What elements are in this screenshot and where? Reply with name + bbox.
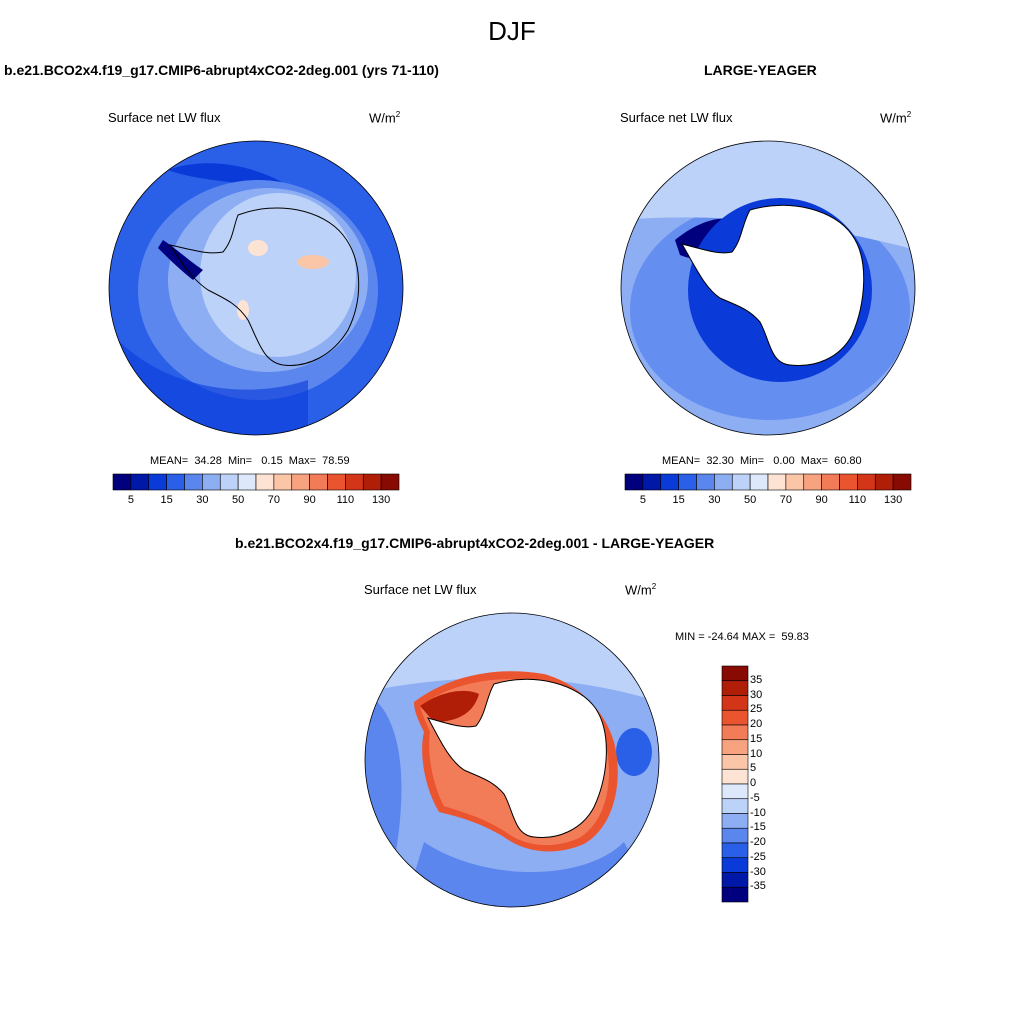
panel-2-variable: Surface net LW flux (620, 110, 733, 125)
colorbar-tick-label: 15 (672, 494, 685, 506)
colorbar-swatch (273, 473, 293, 491)
field-warm-1 (248, 240, 268, 256)
figure-title: DJF (488, 16, 536, 46)
colorbar-swatch (731, 473, 751, 491)
colorbar-tick-label: 70 (267, 494, 280, 506)
panel-3-stats: MIN = -24.64 MAX = 59.83 (675, 631, 809, 643)
colorbar-swatch (660, 473, 679, 491)
colorbar-swatch (678, 473, 697, 491)
panel-2-stats: MEAN= 32.30 Min= 0.00 Max= 60.80 (662, 455, 862, 467)
colorbar-swatch (892, 473, 912, 491)
colorbar-tick-label: 35 (750, 673, 763, 686)
field-blue-spot (616, 728, 652, 776)
coastline (168, 207, 360, 366)
colorbar-tick-label: 15 (160, 494, 173, 506)
colorbar-tick-label: 30 (750, 688, 763, 701)
colorbar-tick-label: 90 (815, 494, 828, 506)
colorbar-tick-label: 130 (883, 494, 903, 506)
colorbar-swatch (624, 473, 644, 491)
colorbar-swatch (255, 473, 275, 491)
panel-3-colorbar (721, 665, 749, 903)
panel-2-colorbar (624, 473, 912, 491)
colorbar-swatch (857, 473, 876, 491)
colorbar-swatch (362, 473, 382, 491)
colorbar-tick-label: 0 (750, 777, 757, 789)
colorbar-tick-label: 15 (750, 732, 763, 745)
colorbar-swatch (309, 473, 328, 491)
panel-3-colorbar-ticks: 35 30 25 20 15 10 5 0 -5 -10 -15 -20 -25 -30 -35 (722, 666, 802, 902)
panel-2-map (620, 140, 916, 436)
colorbar-swatch (821, 473, 840, 491)
colorbar-swatch (202, 473, 221, 491)
field-warm-3 (237, 300, 249, 320)
colorbar-swatch (749, 473, 769, 491)
colorbar-swatch (219, 473, 239, 491)
colorbar-tick-label: -5 (750, 791, 760, 804)
colorbar-tick-label: 110 (336, 494, 355, 506)
colorbar-tick-label: -10 (750, 806, 766, 819)
field-warm-2 (297, 255, 329, 269)
panel-1-units: W/m2 (369, 110, 401, 126)
panel-2-title: LARGE-YEAGER (704, 62, 817, 78)
colorbar-tick-label: 5 (639, 494, 646, 506)
colorbar-swatch (721, 886, 749, 903)
colorbar-tick-label: -20 (750, 836, 766, 848)
colorbar-swatch (184, 473, 203, 491)
colorbar-swatch (642, 473, 662, 491)
colorbar-tick-label: 10 (750, 747, 763, 760)
colorbar-tick-label: -30 (750, 865, 766, 878)
colorbar-swatch (166, 473, 185, 491)
panel-1-title: b.e21.BCO2x4.f19_g17.CMIP6-abrupt4xCO2-2… (4, 62, 439, 78)
antarctica-land (426, 678, 607, 839)
colorbar-tick-label: 110 (848, 494, 867, 506)
colorbar-tick-label: -35 (750, 880, 766, 893)
panel-1-stats: MEAN= 34.28 Min= 0.15 Max= 78.59 (150, 455, 350, 467)
colorbar-tick-label: 30 (708, 494, 721, 506)
panel-1-map (108, 140, 404, 436)
field-pale (365, 613, 659, 702)
field-ice (200, 193, 356, 357)
panel-1-colorbar (112, 473, 400, 491)
colorbar-swatch (714, 473, 733, 491)
colorbar-tick-label: 5 (750, 762, 757, 775)
colorbar-swatch (785, 473, 805, 491)
colorbar-tick-label: 50 (232, 494, 245, 506)
panel-2-units: W/m2 (880, 110, 912, 126)
colorbar-tick-label: 50 (744, 494, 757, 506)
colorbar-tick-label: -25 (750, 850, 766, 863)
panel-3-map (364, 612, 660, 908)
colorbar-swatch (874, 473, 894, 491)
colorbar-tick-label: 30 (196, 494, 209, 506)
colorbar-swatch (345, 473, 364, 491)
panel-1-variable: Surface net LW flux (108, 110, 221, 125)
colorbar-tick-label: 130 (371, 494, 391, 506)
colorbar-swatch (130, 473, 150, 491)
colorbar-swatch (380, 473, 400, 491)
colorbar-tick-label: 70 (779, 494, 792, 506)
colorbar-swatch (696, 473, 715, 491)
panel-1-colorbar-ticks: 5 15 30 50 70 90 110 130 (113, 494, 399, 508)
field-dark-red-sector (420, 690, 479, 722)
colorbar-tick-label: 5 (127, 494, 134, 506)
colorbar-tick-label: 20 (750, 718, 763, 730)
colorbar-swatch (291, 473, 310, 491)
colorbar-swatch (148, 473, 167, 491)
colorbar-tick-label: 90 (303, 494, 316, 506)
colorbar-swatch (112, 473, 132, 491)
colorbar-tick-label: 25 (750, 703, 763, 716)
panel-3-title: b.e21.BCO2x4.f19_g17.CMIP6-abrupt4xCO2-2… (235, 535, 715, 551)
colorbar-swatch (839, 473, 858, 491)
colorbar-tick-label: -15 (750, 821, 766, 834)
panel-3-variable: Surface net LW flux (364, 582, 477, 597)
colorbar-swatch (327, 473, 346, 491)
colorbar-swatch (767, 473, 787, 491)
colorbar-swatch (803, 473, 822, 491)
antarctica-land (680, 204, 865, 367)
colorbar-swatch (237, 473, 257, 491)
panel-3-units: W/m2 (625, 582, 657, 598)
panel-2-colorbar-ticks: 5 15 30 50 70 90 110 130 (625, 494, 911, 508)
